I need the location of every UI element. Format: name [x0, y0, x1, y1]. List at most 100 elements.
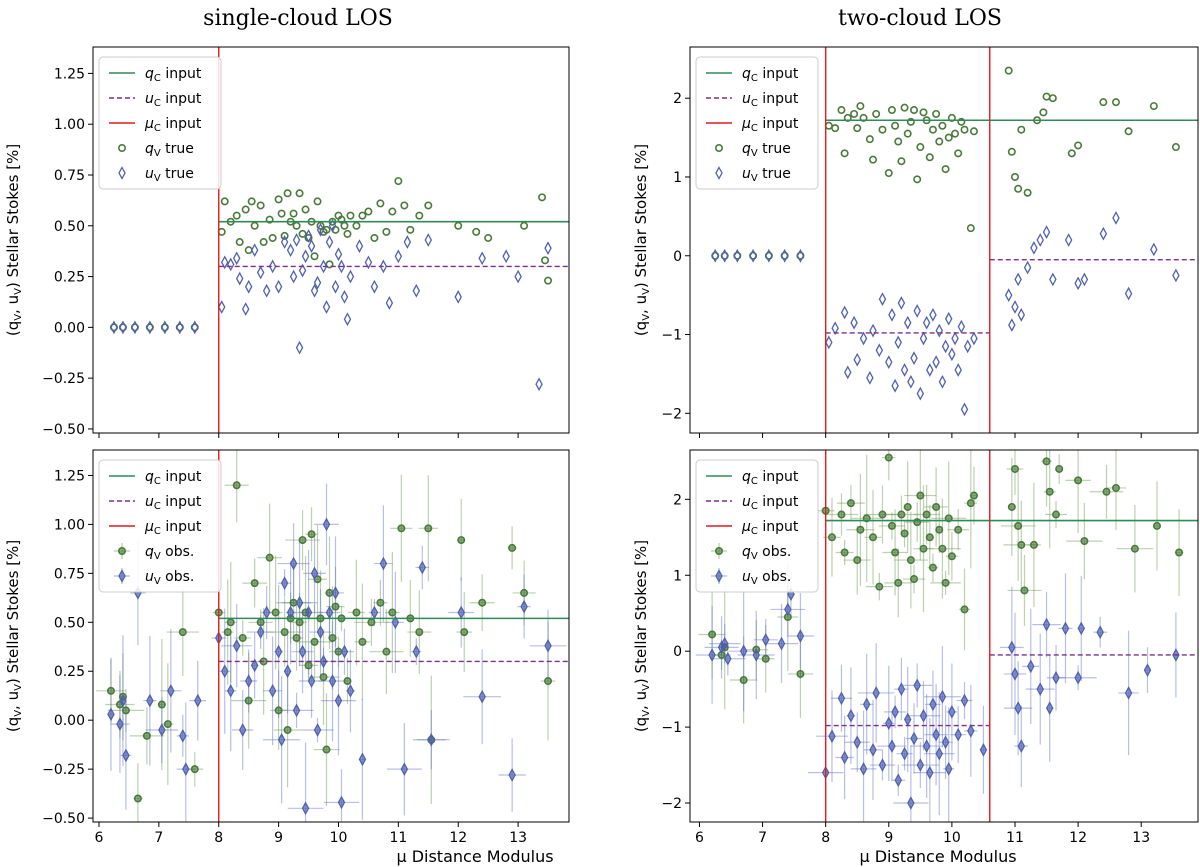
u-data-point — [325, 605, 334, 620]
u-data-point — [1008, 640, 1016, 655]
x-tick-label: 12 — [1069, 830, 1087, 846]
q-data-point — [304, 661, 313, 670]
q-data-point — [292, 221, 301, 230]
q-data-point — [217, 227, 226, 236]
u-data-point — [244, 674, 253, 688]
legend-q-marker — [714, 144, 723, 153]
u-data-point — [894, 335, 902, 350]
q-data-point — [244, 696, 253, 705]
u-data-point — [916, 758, 925, 772]
q-data-point — [1067, 149, 1076, 158]
q-data-point — [954, 149, 963, 158]
q-data-point — [322, 745, 331, 754]
u-data-point — [310, 566, 319, 581]
q-data-point — [903, 502, 912, 511]
q-data-point — [878, 510, 887, 519]
u-data-point — [853, 735, 861, 750]
q-data-point — [1004, 66, 1013, 75]
q-data-point — [891, 121, 900, 130]
legend-q-marker — [714, 546, 723, 555]
q-data-point — [966, 224, 975, 233]
q-data-point — [310, 637, 319, 646]
u-data-point — [957, 319, 966, 334]
u-data-point — [948, 705, 956, 719]
q-data-point — [367, 618, 376, 627]
legend-label: μC input — [741, 519, 799, 537]
u-data-point — [412, 644, 421, 659]
u-data-point — [454, 290, 462, 304]
u-data-point — [289, 556, 298, 571]
q-data-point — [319, 673, 328, 682]
u-data-point — [182, 762, 190, 776]
q-data-point — [1017, 540, 1026, 549]
u-data-point — [796, 629, 805, 643]
q-data-point — [935, 137, 944, 146]
q-data-point — [938, 544, 947, 553]
u-data-point — [1124, 286, 1133, 301]
q-data-point — [133, 794, 142, 803]
u-data-point — [337, 795, 346, 810]
q-data-point — [292, 633, 301, 642]
u-data-point — [391, 615, 400, 630]
q-data-point — [761, 654, 770, 663]
legend-u-marker — [118, 166, 126, 180]
q-data-point — [406, 225, 415, 234]
u-data-point — [837, 691, 846, 706]
u-data-point — [850, 315, 858, 330]
y-tick-label: 0.50 — [54, 615, 85, 631]
u-data-point — [370, 605, 379, 620]
u-data-point — [1150, 242, 1158, 257]
u-data-point — [1124, 686, 1133, 700]
q-data-point — [1023, 188, 1032, 197]
u-data-point — [878, 758, 887, 772]
q-data-point — [859, 113, 868, 122]
y-tick-label: 2 — [673, 492, 682, 508]
q-data-point — [708, 630, 717, 639]
q-data-point — [928, 125, 937, 134]
q-data-point — [121, 706, 130, 715]
u-data-point — [295, 595, 304, 610]
y-tick-label: 1.00 — [54, 517, 85, 533]
u-data-point — [316, 625, 325, 639]
u-data-point — [938, 689, 947, 704]
q-data-point — [388, 608, 397, 617]
legend-label: uC input — [145, 91, 202, 109]
q-data-point — [1052, 510, 1061, 519]
q-data-point — [1029, 540, 1038, 549]
u-data-point — [869, 323, 877, 338]
u-data-point — [334, 693, 343, 708]
q-data-point — [316, 221, 325, 230]
u-data-point — [913, 304, 921, 318]
u-data-point — [343, 312, 352, 327]
q-data-point — [853, 124, 862, 133]
x-tick-label: 6 — [695, 830, 704, 846]
u-data-point — [304, 229, 313, 243]
u-data-point — [256, 265, 265, 280]
u-data-point — [724, 651, 732, 666]
u-data-point — [954, 363, 962, 377]
q-data-point — [394, 177, 403, 186]
q-data-point — [415, 628, 424, 637]
u-data-point — [935, 746, 944, 761]
u-data-point — [313, 723, 322, 737]
u-data-point — [508, 768, 516, 782]
u-data-point — [752, 648, 761, 662]
q-data-point — [1074, 141, 1083, 150]
q-data-point — [944, 133, 953, 142]
u-data-point — [194, 693, 202, 708]
u-data-point — [217, 300, 226, 314]
axes-frame — [92, 46, 570, 434]
u-data-point — [220, 255, 229, 270]
u-data-point — [176, 320, 184, 335]
q-data-point — [382, 647, 391, 656]
u-data-point — [780, 248, 789, 263]
x-tick-label: 13 — [509, 830, 527, 846]
legend-label: qC input — [145, 469, 202, 487]
u-data-point — [944, 761, 953, 776]
q-data-point — [887, 521, 896, 530]
q-data-point — [938, 121, 947, 130]
u-data-point — [322, 517, 331, 532]
q-data-point — [313, 197, 322, 206]
u-data-point — [322, 300, 331, 314]
q-data-point — [415, 211, 424, 220]
